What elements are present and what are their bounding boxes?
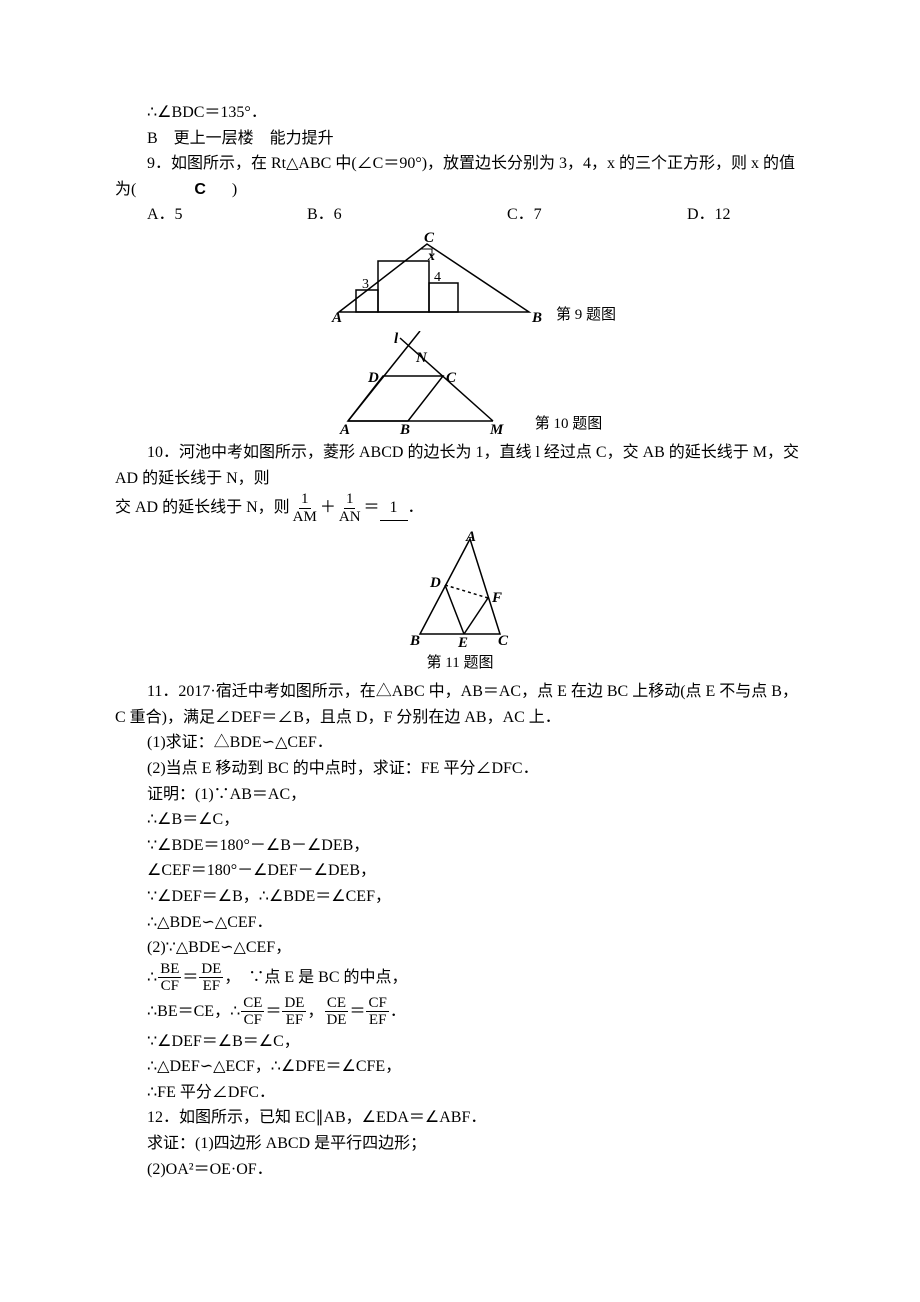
svg-text:N: N (415, 350, 428, 366)
figure-9-svg: A C B 3 4 x (304, 232, 554, 327)
q9-stem-end: ) (216, 181, 237, 198)
q11-l8: ∵∠DEF＝∠B，∴∠BDE＝∠CEF， (115, 884, 805, 910)
q11-l2: (1)求证：△BDE∽△CEF． (115, 730, 805, 756)
q11-l12-f4: CFEF (366, 995, 388, 1029)
q11-l14: ∴△DEF∽△ECF，∴∠DFE＝∠CFE， (115, 1054, 805, 1080)
q11-l11-f2: DEEF (199, 961, 223, 995)
figure-11-caption: 第 11 题图 (427, 651, 494, 675)
q11-l12-f2: DEEF (282, 995, 306, 1029)
svg-text:A: A (331, 310, 342, 326)
q11-l11: ∴ BECF ＝ DEEF ， ∵点 E 是 BC 的中点， (147, 961, 805, 995)
q10-contlabel: 交 AD 的延长线于 N，则 (115, 495, 290, 521)
q10-math: 交 AD 的延长线于 N，则 1AM ＋ 1AN ＝ 1 ． (115, 491, 805, 525)
q11-l12-f3: CEDE (324, 995, 348, 1029)
q10-frac1: 1AM (291, 491, 319, 525)
svg-text:D: D (367, 370, 379, 386)
q12-l3: (2)OA²＝OE·OF． (115, 1157, 805, 1183)
line-section-b: B 更上一层楼 能力提升 (115, 126, 805, 152)
svg-text:B: B (399, 422, 410, 436)
svg-text:B: B (531, 310, 542, 326)
figure-10-caption: 第 10 题图 (535, 412, 603, 436)
q12-l2: 求证：(1)四边形 ABCD 是平行四边形； (115, 1131, 805, 1157)
q11-l3: (2)当点 E 移动到 BC 的中点时，求证：FE 平分∠DFC． (115, 756, 805, 782)
q11-l10: (2)∵△BDE∽△CEF， (115, 935, 805, 961)
q9-opt-c: C．7 (507, 202, 687, 228)
q9-opt-d: D．12 (687, 202, 787, 228)
q11-l5: ∴∠B＝∠C， (115, 807, 805, 833)
svg-text:x: x (427, 249, 435, 264)
q9-opt-a: A．5 (147, 202, 307, 228)
q9-opt-b: B．6 (307, 202, 507, 228)
svg-text:C: C (446, 370, 457, 386)
q9-answer: C (152, 177, 216, 203)
q11-l15: ∴FE 平分∠DFC． (115, 1080, 805, 1106)
q11-l6: ∵∠BDE＝180°－∠B－∠DEB， (115, 833, 805, 859)
svg-text:M: M (489, 422, 504, 436)
svg-text:C: C (424, 232, 435, 246)
q10-answer: 1 (380, 495, 408, 522)
figure-10: A B C D M N l 第 10 题图 (115, 331, 805, 436)
svg-text:E: E (457, 635, 468, 649)
q12-l1: 12．如图所示，已知 EC∥AB，∠EDA＝∠ABF． (115, 1105, 805, 1131)
q11-l4: 证明：(1)∵AB＝AC， (115, 782, 805, 808)
svg-text:l: l (394, 331, 399, 347)
figure-10-svg: A B C D M N l (318, 331, 533, 436)
q11-l7: ∠CEF＝180°－∠DEF－∠DEB， (115, 858, 805, 884)
svg-text:B: B (409, 633, 420, 649)
svg-text:D: D (429, 575, 441, 591)
svg-text:3: 3 (362, 277, 369, 292)
q9-stem: 9．如图所示，在 Rt△ABC 中(∠C＝90°)，放置边长分别为 3，4，x … (115, 151, 805, 202)
line-bdc: ∴∠BDC＝135°． (115, 100, 805, 126)
q11-l1: 11．2017·宿迁中考如图所示，在△ABC 中，AB＝AC，点 E 在边 BC… (115, 679, 805, 730)
q10-line1: 10．河池中考如图所示，菱形 ABCD 的边长为 1，直线 l 经过点 C，交 … (115, 440, 805, 491)
svg-text:A: A (465, 529, 476, 545)
figure-9-caption: 第 9 题图 (556, 303, 616, 327)
q11-l9: ∴△BDE∽△CEF． (115, 910, 805, 936)
figure-11: A B C D E F 第 11 题图 (115, 529, 805, 675)
svg-text:F: F (491, 590, 502, 606)
svg-text:4: 4 (434, 270, 441, 285)
svg-text:A: A (339, 422, 350, 436)
figure-11-svg: A B C D E F (390, 529, 530, 649)
q11-l12-f1: CECF (241, 995, 264, 1029)
q11-l12: ∴BE＝CE，∴ CECF ＝ DEEF ， CEDE ＝ CFEF ． (147, 995, 805, 1029)
q11-l11-f1: BECF (158, 961, 181, 995)
svg-text:C: C (498, 633, 509, 649)
q9-options: A．5 B．6 C．7 D．12 (147, 202, 805, 228)
q10-pre: 10．河池中考如图所示，菱形 ABCD 的边长为 1，直线 l 经过点 C，交 … (115, 440, 805, 491)
q11-l13: ∵∠DEF＝∠B＝∠C， (115, 1029, 805, 1055)
q10-frac2: 1AN (337, 491, 363, 525)
figure-9: A C B 3 4 x 第 9 题图 (115, 232, 805, 327)
